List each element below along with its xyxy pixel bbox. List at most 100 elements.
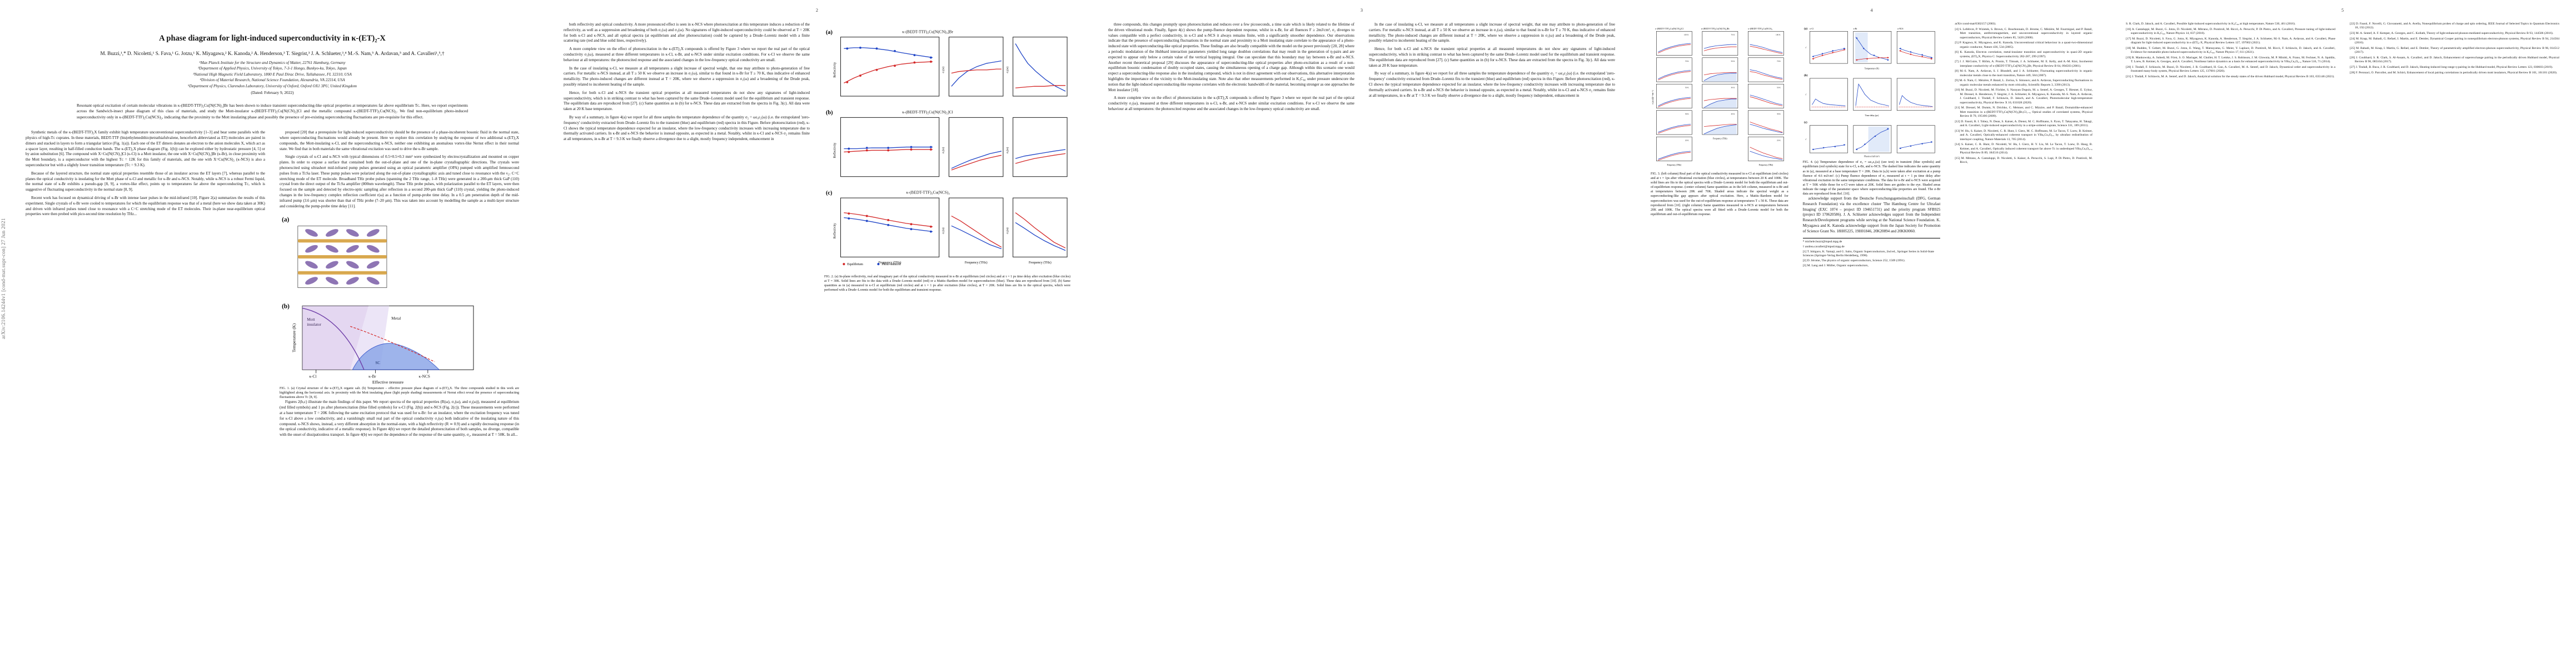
reference-item: [21] J. Tindall, F. Schlawin, M. A. Sent…	[2126, 74, 2335, 78]
page-2-left-column: both reflectivity and optical conductivi…	[564, 22, 810, 292]
svg-text:Fluence (mJ/cm²): Fluence (mJ/cm²)	[1864, 155, 1880, 157]
page-5-references-left: S. R. Clark, D. Jaksch, and A. Cavalleri…	[2126, 22, 2335, 81]
svg-text:Frequency (THz): Frequency (THz)	[1759, 164, 1773, 166]
page-2-right-column: (a) κ-(BEDT-TTF)₂Cu[N(CN)₂]Br	[824, 22, 1070, 292]
reference-item: [18] M. Budden, T. Gebert, M. Buzzi, G. …	[2126, 46, 2335, 54]
svg-text:σ₂(ω): σ₂(ω)	[1005, 227, 1009, 234]
page-1-left-column: Synthetic metals of the κ-(BEDT-TTF)₂X f…	[26, 130, 265, 441]
paragraph: three compounds, this changes promptly u…	[1108, 22, 1354, 92]
svg-text:(c): (c)	[826, 190, 832, 196]
paragraph: A more complete view on the effect of ph…	[1108, 96, 1354, 111]
figure-2-caption: FIG. 2. (a) In-plane reflectivity, real …	[824, 275, 1070, 292]
svg-text:70 K: 70 K	[1777, 60, 1781, 62]
paragraph: Figures 2(b,c) illustrate the main findi…	[280, 400, 519, 437]
svg-text:50 K: 50 K	[1777, 86, 1781, 88]
svg-text:100 K: 100 K	[1776, 34, 1781, 36]
affiliation-4: ⁴Division of Material Research, National…	[200, 78, 345, 83]
reference-item: [11] M. Dressel, M. Dumm, N. Drichko, C.…	[1955, 106, 2093, 118]
reference-item: [9] M.-S. Nam, C. Mézière, P. Batail, L.…	[1955, 79, 2093, 87]
affiliation-2: ²Department of Applied Physics, Universi…	[198, 66, 347, 71]
footnote-email-1[interactable]: * michele.buzzi@mpsd.mpg.de	[1802, 240, 1842, 243]
figure-3: κ-(BEDT-TTF)₂Cu[N(CN)₂]Cl κ-(BEDT-TTF)₂C…	[1651, 26, 1788, 217]
paragraph: In the case of insulating κ-Cl, we measu…	[564, 66, 810, 87]
svg-text:σ₂: σ₂	[1805, 93, 1807, 95]
reference-item: [14] S. Kaiser, C. R. Hunt, D. Nicoletti…	[1955, 143, 2093, 155]
reference-item: S. R. Clark, D. Jaksch, and A. Cavalleri…	[2126, 22, 2296, 26]
page-4[interactable]: 4 κ-(BEDT-TTF)₂Cu[N(CN)₂]Cl κ-(BEDT-TTF)…	[1634, 0, 2109, 667]
paragraph: Because of the layered structure, the no…	[26, 171, 265, 192]
svg-text:20 K: 20 K	[1777, 139, 1781, 141]
reference-item: [15] M. Mitrano, A. Cantaluppi, D. Nicol…	[1955, 156, 2093, 165]
paragraph: By way of a summary, in figure 4(a) we r…	[564, 115, 810, 142]
svg-text:κ-(BEDT-TTF)₂Cu[N(CN)₂]Cl: κ-(BEDT-TTF)₂Cu[N(CN)₂]Cl	[1655, 27, 1684, 30]
figure-4-graphic: (a) κ-Cl κ-Br κ-NCS σ₂	[1804, 27, 1935, 157]
reference-item: [6] K. Kanoda, Electron correlation, met…	[1955, 51, 2093, 58]
abstract: Resonant optical excitation of certain m…	[77, 103, 468, 120]
svg-text:κ-Br: κ-Br	[1853, 28, 1857, 30]
reference-item: [28] F. Peronaci, O. Parcollet, and M. S…	[2350, 71, 2558, 74]
page-4-references-column: arXiv:cond-mat/0302157 (2003). [4] S. Le…	[1955, 22, 2092, 269]
svg-text:insulator: insulator	[307, 322, 321, 327]
page-title: A phase diagram for light-induced superc…	[159, 34, 386, 43]
svg-text:Frequency (THz): Frequency (THz)	[1667, 164, 1682, 166]
page-2-columns: both reflectivity and optical conductivi…	[564, 22, 1070, 292]
svg-text:(b): (b)	[1804, 73, 1808, 77]
page-5-references-right: [22] D. Fausti, F. Novelli, G. Giovannet…	[2350, 22, 2559, 81]
svg-text:Reflectivity: Reflectivity	[833, 142, 837, 158]
svg-text:SC: SC	[375, 361, 380, 365]
svg-text:κ-(BEDT-TTF)₂Cu[N(CN)₂]Br: κ-(BEDT-TTF)₂Cu[N(CN)₂]Br	[1701, 27, 1730, 30]
page-1[interactable]: arXiv:2106.14244v1 [cond-mat.supr-con] 2…	[0, 0, 545, 667]
figure-1: (a)	[280, 212, 519, 400]
svg-text:Frequency (THz): Frequency (THz)	[1713, 137, 1727, 140]
page-number: 2	[816, 8, 818, 13]
paragraph: Hence, for both κ-Cl and κ-NCS the trans…	[564, 90, 810, 112]
svg-text:(c): (c)	[1804, 120, 1807, 124]
svg-text:κ-(BEDT-TTF)₂Cu(NCS)₂: κ-(BEDT-TTF)₂Cu(NCS)₂	[1748, 27, 1772, 30]
svg-text:70 K: 70 K	[1731, 34, 1735, 36]
reference-item: [17] M. Buzzi, D. Nicoletti, S. Fava, G.…	[2126, 37, 2335, 45]
svg-text:30 K: 30 K	[1777, 113, 1781, 115]
svg-text:(b): (b)	[282, 303, 290, 310]
figure-4-caption: FIG. 4. (a) Temperature dependence of σ₂…	[1802, 161, 1941, 196]
reference-item: [23] M. A. Sentef, A. F. Kemper, A. Geor…	[2350, 32, 2554, 36]
page-2[interactable]: 2 both reflectivity and optical conducti…	[545, 0, 1089, 667]
svg-text:(b): (b)	[826, 109, 833, 116]
page-5[interactable]: 5 S. R. Clark, D. Jaksch, and A. Cavalle…	[2109, 0, 2576, 667]
svg-text:100 K: 100 K	[1684, 34, 1689, 36]
reference-item: [10] M. Buzzi, D. Nicoletti, M. Föchler,…	[1955, 88, 2093, 104]
svg-text:κ-Cl: κ-Cl	[1810, 28, 1813, 30]
svg-text:κ-Br: κ-Br	[368, 374, 376, 379]
svg-text:κ-Cl: κ-Cl	[309, 374, 316, 379]
reference-item: [16] A. Cantaluppi, M. Buzzi, G. Jotzu, …	[2126, 27, 2335, 36]
footnotes-block: * michele.buzzi@mpsd.mpg.de † andrea.cav…	[1802, 237, 1941, 268]
svg-text:Reflectivity: Reflectivity	[833, 62, 837, 78]
svg-text:Mott: Mott	[307, 317, 315, 322]
svg-text:κ-(BEDT-TTF)₂Cu(NCS)₂: κ-(BEDT-TTF)₂Cu(NCS)₂	[906, 190, 950, 195]
svg-text:(a): (a)	[282, 217, 289, 223]
reference-item: [25] M. Babadi, M. Knap, I. Martin, G. R…	[2350, 46, 2559, 54]
reference-item: arXiv:cond-mat/0302157 (2003).	[1955, 22, 1996, 26]
legend-equilibrium: Equilibrium	[847, 263, 863, 266]
acknowledgments: acknowledge support from the Deutsche Fo…	[1802, 196, 1941, 233]
figure-1-graphic: (a)	[282, 217, 474, 384]
page-number: 3	[1361, 8, 1363, 13]
reference-item: [1] T. Ishiguro, K. Yamaji, and G. Saito…	[1802, 250, 1934, 258]
svg-text:σ₁(ω): σ₁(ω)	[941, 67, 945, 73]
reference-item: [3] M. Lang and J. Müller, Organic super…	[1802, 264, 1869, 268]
svg-text:σ₁(ω): σ₁(ω)	[941, 147, 945, 153]
page-4-middle-column: (a) κ-Cl κ-Br κ-NCS σ₂	[1802, 22, 1941, 269]
page-3-right-column: In the case of insulating κ-Cl, we measu…	[1369, 22, 1615, 115]
svg-text:Frequency (THz): Frequency (THz)	[879, 261, 901, 265]
page-4-columns: κ-(BEDT-TTF)₂Cu[N(CN)₂]Cl κ-(BEDT-TTF)₂C…	[1651, 22, 2092, 269]
svg-text:κ-NCS: κ-NCS	[1897, 28, 1903, 30]
paragraph: By way of a summary, in figure 4(a) we r…	[1369, 71, 1615, 98]
svg-text:Effective pressure: Effective pressure	[372, 380, 404, 384]
affiliation-1: ¹Max Planck Institute for the Structure …	[199, 60, 346, 65]
reference-item: [27] J. Tindall, B. Buca, J. R. Coulthar…	[2350, 65, 2553, 69]
page-number: 5	[2341, 8, 2344, 13]
page-3[interactable]: 3 three compounds, this changes promptly…	[1089, 0, 1634, 667]
footnote-email-2[interactable]: † andrea.cavalleri@mpsd.mpg.de	[1802, 245, 1845, 248]
arxiv-stamp: arXiv:2106.14244v1 [cond-mat.supr-con] 2…	[1, 218, 7, 339]
reference-item: [7] J. J. McGuire, T. Rõõm, A. Pronin, T…	[1955, 60, 2093, 68]
